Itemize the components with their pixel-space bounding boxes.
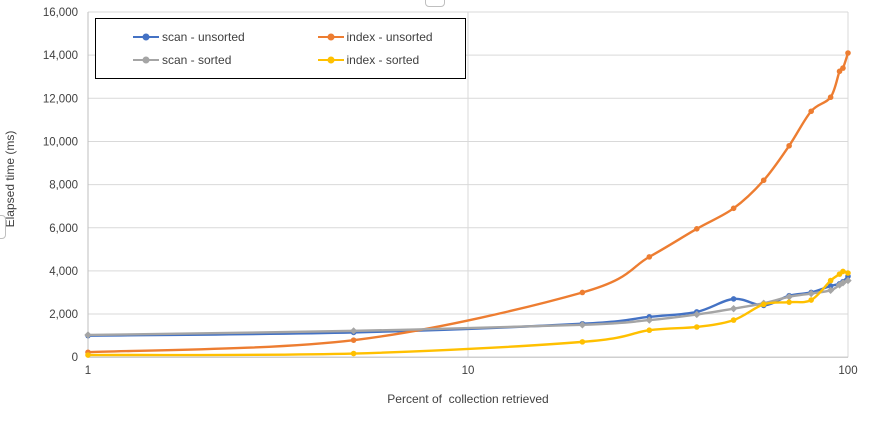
data-point-marker — [578, 321, 587, 329]
legend-marker-icon — [133, 56, 159, 64]
data-point-marker — [730, 317, 737, 323]
data-point-marker — [350, 350, 357, 357]
legend-label: scan - sorted — [162, 53, 232, 67]
legend-item-index-sorted: index - sorted — [281, 53, 466, 67]
x-tick-label: 100 — [838, 365, 857, 377]
data-point-marker — [350, 337, 357, 343]
legend-dot-icon — [327, 33, 334, 41]
legend-item-index-unsorted: index - unsorted — [281, 30, 466, 44]
data-point-marker — [827, 283, 834, 289]
data-point-marker — [807, 289, 815, 298]
data-point-marker — [646, 327, 653, 334]
data-point-marker — [808, 297, 814, 303]
data-point-marker — [693, 324, 700, 330]
legend-label: index - unsorted — [346, 30, 433, 44]
data-point-marker — [845, 50, 851, 56]
data-point-marker — [827, 94, 834, 101]
y-tick-label: 16,000 — [43, 7, 78, 19]
data-point-marker — [827, 277, 834, 284]
legend-label: index - sorted — [346, 53, 420, 67]
y-tick-label: 14,000 — [43, 50, 78, 62]
data-point-marker — [693, 310, 701, 319]
chart-legend: scan - unsorted index - unsorted scan - so… — [95, 18, 466, 79]
x-tick-label: 10 — [462, 365, 475, 377]
data-point-marker — [760, 301, 767, 308]
data-point-marker — [786, 299, 792, 305]
y-tick-label: 2,000 — [49, 309, 78, 321]
data-point-marker — [85, 352, 91, 358]
data-point-marker — [84, 331, 92, 339]
data-point-marker — [579, 339, 586, 345]
data-point-marker — [729, 304, 738, 313]
resize-handle-top-icon[interactable] — [425, 0, 445, 7]
legend-dot-icon — [142, 56, 150, 64]
y-tick-label: 4,000 — [49, 266, 78, 278]
y-tick-label: 6,000 — [49, 223, 78, 235]
data-point-marker — [826, 286, 835, 294]
data-point-marker — [645, 316, 653, 324]
legend-label: scan - unsorted — [162, 30, 245, 44]
legend-item-scan-sorted: scan - sorted — [96, 53, 281, 67]
data-point-marker — [579, 289, 586, 296]
data-point-marker — [349, 327, 358, 335]
data-point-marker — [844, 276, 852, 285]
data-point-marker — [760, 177, 767, 184]
legend-marker-icon — [317, 33, 344, 41]
legend-dot-icon — [142, 33, 150, 41]
legend-item-scan-unsorted: scan - unsorted — [96, 30, 281, 44]
data-point-marker — [646, 254, 653, 260]
data-point-marker — [786, 142, 792, 149]
x-tick-label: 1 — [85, 365, 91, 377]
y-tick-label: 12,000 — [43, 93, 78, 105]
data-point-marker — [730, 296, 737, 302]
legend-marker-icon — [133, 33, 159, 41]
y-tick-label: 8,000 — [49, 180, 78, 192]
data-point-marker — [693, 226, 700, 232]
resize-handle-left-icon[interactable] — [0, 215, 6, 239]
x-axis-title: Percent of collection retrieved — [387, 392, 549, 406]
y-tick-label: 10,000 — [43, 136, 78, 148]
data-point-marker — [808, 108, 814, 115]
data-point-marker — [785, 293, 793, 301]
data-point-marker — [840, 268, 846, 275]
data-point-marker — [840, 65, 846, 71]
data-point-marker — [730, 205, 737, 212]
data-point-marker — [845, 270, 851, 276]
y-tick-label: 0 — [72, 352, 78, 364]
legend-marker-icon — [317, 56, 344, 64]
legend-dot-icon — [327, 56, 334, 64]
